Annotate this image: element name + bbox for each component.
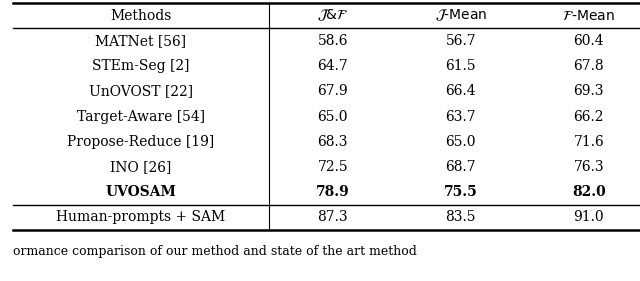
Text: 66.4: 66.4 — [445, 84, 476, 98]
Text: Methods: Methods — [110, 9, 172, 22]
Text: 78.9: 78.9 — [316, 185, 349, 199]
Text: $\mathcal{J}$&$\mathcal{F}$: $\mathcal{J}$&$\mathcal{F}$ — [317, 8, 349, 23]
Text: 71.6: 71.6 — [573, 135, 604, 149]
Text: INO [26]: INO [26] — [110, 160, 172, 174]
Text: Human-prompts + SAM: Human-prompts + SAM — [56, 210, 225, 225]
Text: 64.7: 64.7 — [317, 59, 348, 73]
Text: 69.3: 69.3 — [573, 84, 604, 98]
Text: 67.9: 67.9 — [317, 84, 348, 98]
Text: 82.0: 82.0 — [572, 185, 605, 199]
Text: 68.7: 68.7 — [445, 160, 476, 174]
Text: 76.3: 76.3 — [573, 160, 604, 174]
Text: 72.5: 72.5 — [317, 160, 348, 174]
Text: 87.3: 87.3 — [317, 210, 348, 225]
Text: STEm-Seg [2]: STEm-Seg [2] — [92, 59, 189, 73]
Text: 60.4: 60.4 — [573, 34, 604, 48]
Text: UVOSAM: UVOSAM — [106, 185, 176, 199]
Text: 75.5: 75.5 — [444, 185, 477, 199]
Text: 65.0: 65.0 — [317, 110, 348, 124]
Text: MATNet [56]: MATNet [56] — [95, 34, 186, 48]
Text: Propose-Reduce [19]: Propose-Reduce [19] — [67, 135, 214, 149]
Text: $\mathcal{J}$-Mean: $\mathcal{J}$-Mean — [435, 8, 487, 23]
Text: 66.2: 66.2 — [573, 110, 604, 124]
Text: 83.5: 83.5 — [445, 210, 476, 225]
Text: 91.0: 91.0 — [573, 210, 604, 225]
Text: 58.6: 58.6 — [317, 34, 348, 48]
Text: 65.0: 65.0 — [445, 135, 476, 149]
Text: 63.7: 63.7 — [445, 110, 476, 124]
Text: UnOVOST [22]: UnOVOST [22] — [89, 84, 193, 98]
Text: Target-Aware [54]: Target-Aware [54] — [77, 110, 205, 124]
Text: 56.7: 56.7 — [445, 34, 476, 48]
Text: 61.5: 61.5 — [445, 59, 476, 73]
Text: 68.3: 68.3 — [317, 135, 348, 149]
Text: ormance comparison of our method and state of the art method: ormance comparison of our method and sta… — [13, 246, 417, 259]
Text: 67.8: 67.8 — [573, 59, 604, 73]
Text: $\mathcal{F}$-Mean: $\mathcal{F}$-Mean — [563, 9, 615, 22]
